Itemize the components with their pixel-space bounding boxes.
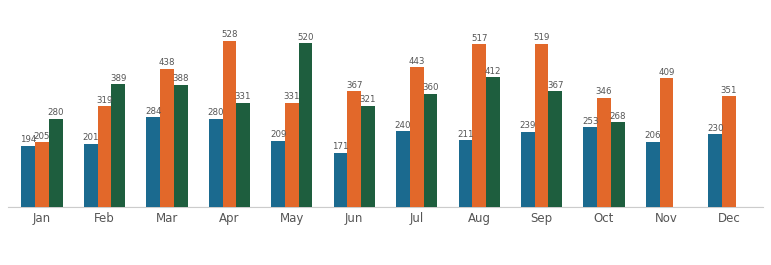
Text: 205: 205 bbox=[34, 132, 50, 141]
Bar bbox=[160, 69, 173, 207]
Text: 409: 409 bbox=[658, 68, 675, 77]
Bar bbox=[396, 131, 410, 207]
Bar bbox=[423, 94, 437, 207]
Bar bbox=[49, 119, 62, 207]
Text: 438: 438 bbox=[159, 58, 175, 67]
Bar bbox=[361, 106, 375, 207]
Text: 520: 520 bbox=[298, 33, 314, 42]
Text: 171: 171 bbox=[332, 142, 348, 151]
Text: 360: 360 bbox=[423, 83, 439, 92]
Text: 367: 367 bbox=[346, 81, 362, 90]
Text: 253: 253 bbox=[582, 117, 598, 126]
Text: 240: 240 bbox=[395, 121, 411, 130]
Bar bbox=[84, 144, 98, 207]
Bar bbox=[98, 107, 111, 207]
Bar bbox=[646, 142, 660, 207]
Text: 517: 517 bbox=[471, 34, 487, 43]
Bar bbox=[111, 84, 125, 207]
Bar bbox=[584, 127, 598, 207]
Bar bbox=[598, 98, 611, 207]
Text: 367: 367 bbox=[547, 81, 564, 90]
Text: 268: 268 bbox=[610, 112, 626, 121]
Bar bbox=[285, 103, 298, 207]
Text: 331: 331 bbox=[284, 92, 300, 101]
Text: 206: 206 bbox=[645, 131, 661, 140]
Text: 351: 351 bbox=[721, 86, 737, 95]
Text: 239: 239 bbox=[520, 121, 536, 130]
Bar bbox=[348, 91, 361, 207]
Text: 443: 443 bbox=[409, 57, 425, 66]
Bar bbox=[271, 141, 285, 207]
Text: 211: 211 bbox=[457, 130, 473, 139]
Text: 280: 280 bbox=[48, 108, 64, 117]
Text: 412: 412 bbox=[485, 67, 501, 76]
Bar bbox=[410, 67, 423, 207]
Text: 194: 194 bbox=[20, 135, 36, 144]
Text: 528: 528 bbox=[221, 30, 237, 39]
Bar bbox=[209, 119, 223, 207]
Bar bbox=[459, 140, 473, 207]
Bar bbox=[298, 43, 312, 207]
Text: 201: 201 bbox=[82, 133, 99, 142]
Bar bbox=[611, 122, 625, 207]
Bar bbox=[22, 146, 35, 207]
Legend: 2022, 2023, 2024: 2022, 2023, 2024 bbox=[301, 262, 470, 265]
Bar bbox=[236, 103, 250, 207]
Bar bbox=[473, 44, 486, 207]
Bar bbox=[35, 142, 49, 207]
Text: 280: 280 bbox=[207, 108, 224, 117]
Bar bbox=[486, 77, 500, 207]
Text: 284: 284 bbox=[145, 107, 161, 116]
Text: 519: 519 bbox=[534, 33, 550, 42]
Bar bbox=[223, 41, 236, 207]
Bar bbox=[173, 85, 187, 207]
Bar bbox=[146, 117, 160, 207]
Bar bbox=[660, 78, 673, 207]
Bar bbox=[722, 96, 736, 207]
Text: 389: 389 bbox=[110, 74, 126, 83]
Text: 230: 230 bbox=[707, 124, 723, 133]
Bar bbox=[548, 91, 562, 207]
Bar bbox=[521, 131, 535, 207]
Text: 209: 209 bbox=[270, 130, 286, 139]
Bar bbox=[334, 153, 348, 207]
Text: 321: 321 bbox=[360, 95, 376, 104]
Bar bbox=[535, 43, 548, 207]
Bar bbox=[709, 134, 722, 207]
Text: 319: 319 bbox=[96, 96, 113, 105]
Text: 331: 331 bbox=[235, 92, 251, 101]
Text: 388: 388 bbox=[173, 74, 189, 83]
Text: 346: 346 bbox=[596, 87, 612, 96]
